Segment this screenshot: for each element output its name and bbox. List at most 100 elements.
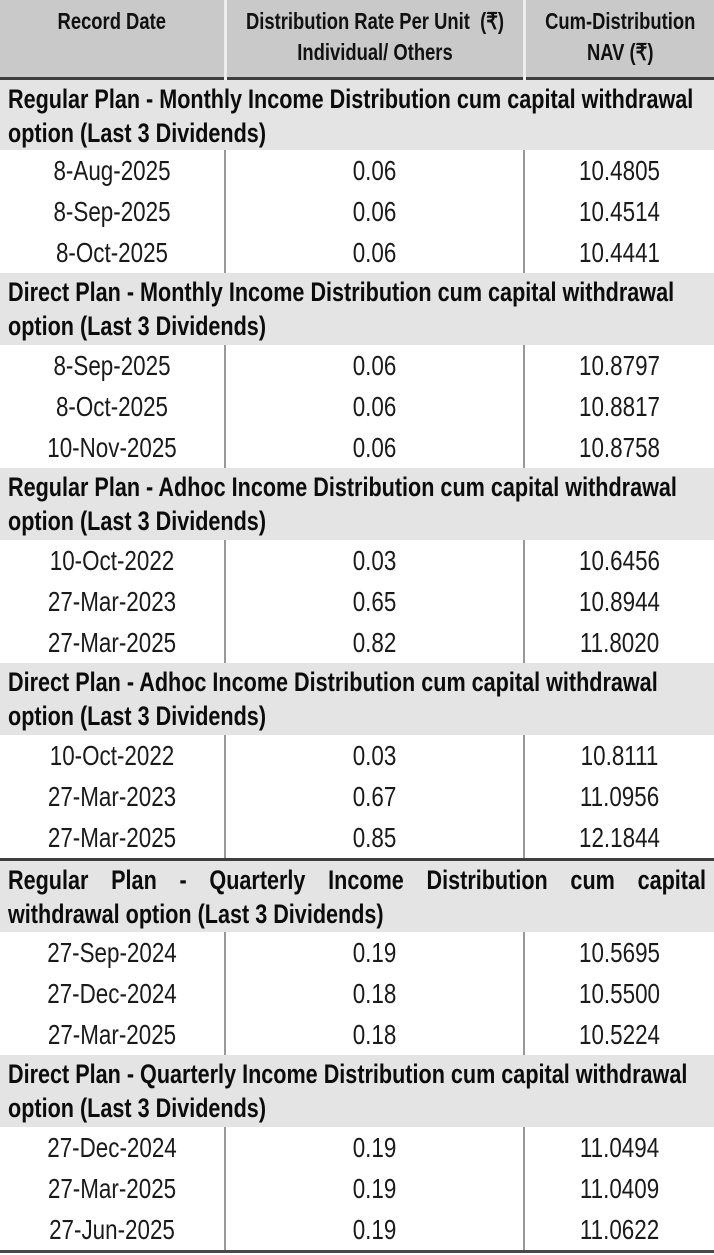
- header-cum-distribution-nav-label: Cum-Distribution NAV (₹): [544, 8, 695, 65]
- rate-cell: 0.65: [224, 581, 524, 622]
- nav-cell: 10.5224: [523, 1013, 714, 1055]
- section-title-text: Direct Plan - Quarterly Income Distribut…: [8, 1058, 688, 1123]
- record-date-value: 10-Oct-2022: [49, 740, 175, 771]
- table-row: 8-Aug-2025 0.06 10.4805: [0, 150, 714, 191]
- record-date-cell: 8-Sep-2025: [0, 191, 225, 232]
- nav-cell: 10.6456: [523, 540, 714, 581]
- rate-cell: 0.06: [224, 232, 524, 273]
- section-title-regular-monthly: Regular Plan - Monthly Income Distributi…: [0, 78, 714, 150]
- nav-cell: 10.8817: [523, 386, 714, 427]
- record-date-value: 8-Sep-2025: [53, 196, 171, 227]
- record-date-value: 8-Aug-2025: [53, 155, 171, 186]
- record-date-cell: 27-Mar-2025: [0, 1168, 225, 1209]
- nav-cell: 10.4514: [523, 191, 714, 232]
- record-date-value: 27-Dec-2024: [47, 1131, 177, 1163]
- section-title-direct-monthly: Direct Plan - Monthly Income Distributio…: [0, 273, 714, 345]
- rate-cell: 0.06: [224, 150, 524, 191]
- section-header-row: Direct Plan - Monthly Income Distributio…: [0, 273, 714, 345]
- rate-value: 0.06: [352, 155, 397, 186]
- table-row: 27-Mar-2025 0.85 12.1844: [0, 817, 714, 860]
- rate-value: 0.03: [352, 545, 397, 576]
- nav-value: 11.8020: [579, 627, 660, 658]
- nav-cell: 10.8758: [523, 427, 714, 468]
- record-date-cell: 8-Sep-2025: [0, 345, 225, 386]
- section-title-regular-adhoc: Regular Plan - Adhoc Income Distribution…: [0, 468, 714, 540]
- rate-value: 0.19: [352, 1213, 397, 1245]
- table-row: 10-Oct-2022 0.03 10.6456: [0, 540, 714, 581]
- nav-cell: 10.4805: [523, 150, 714, 191]
- record-date-value: 27-Sep-2024: [47, 936, 177, 968]
- nav-value: 10.4805: [579, 155, 660, 186]
- record-date-value: 27-Mar-2025: [47, 1172, 177, 1204]
- table-row: 27-Mar-2025 0.18 10.5224: [0, 1013, 714, 1055]
- section-title-regular-quarterly: Regular Plan - Quarterly Income Distribu…: [0, 858, 714, 932]
- record-date-value: 27-Dec-2024: [47, 977, 177, 1009]
- table-row: 10-Nov-2025 0.06 10.8758: [0, 427, 714, 468]
- section-header-row: Direct Plan - Adhoc Income Distribution …: [0, 663, 714, 735]
- nav-cell: 10.8111: [523, 735, 714, 776]
- rate-cell: 0.03: [224, 540, 524, 581]
- rate-cell: 0.67: [224, 776, 524, 817]
- section-header-row: Regular Plan - Monthly Income Distributi…: [0, 78, 714, 150]
- header-record-date-label: Record Date: [57, 8, 166, 34]
- rate-value: 0.06: [352, 237, 397, 268]
- record-date-cell: 27-Jun-2025: [0, 1209, 225, 1252]
- table-row: 27-Mar-2023 0.67 11.0956: [0, 776, 714, 817]
- table-row: 10-Oct-2022 0.03 10.8111: [0, 735, 714, 776]
- record-date-cell: 10-Oct-2022: [0, 540, 225, 581]
- nav-cell: 11.0956: [523, 776, 714, 817]
- header-distribution-rate-line2: Individual/ Others: [296, 39, 453, 65]
- record-date-cell: 8-Oct-2025: [0, 386, 225, 427]
- rate-cell: 0.19: [224, 1126, 524, 1168]
- rate-cell: 0.06: [224, 345, 524, 386]
- rate-cell: 0.18: [224, 1013, 524, 1055]
- record-date-cell: 8-Aug-2025: [0, 150, 225, 191]
- header-distribution-rate-line1: Distribution Rate Per Unit (₹): [245, 8, 504, 34]
- table-row: 27-Sep-2024 0.19 10.5695: [0, 931, 714, 973]
- table-row: 27-Mar-2025 0.82 11.8020: [0, 622, 714, 663]
- record-date-value: 27-Mar-2025: [47, 822, 177, 853]
- rate-value: 0.19: [352, 936, 397, 968]
- rate-value: 0.03: [352, 740, 397, 771]
- nav-value: 11.0622: [579, 1213, 660, 1245]
- table-row: 27-Mar-2023 0.65 10.8944: [0, 581, 714, 622]
- record-date-value: 27-Mar-2025: [47, 627, 177, 658]
- rate-value: 0.18: [352, 1018, 397, 1050]
- record-date-value: 27-Mar-2023: [47, 586, 177, 617]
- rate-cell: 0.03: [224, 735, 524, 776]
- nav-value: 10.8797: [579, 350, 660, 381]
- rate-value: 0.19: [352, 1131, 397, 1163]
- rate-value: 0.06: [352, 432, 397, 463]
- rate-value: 0.85: [352, 822, 397, 853]
- record-date-value: 10-Nov-2025: [47, 432, 177, 463]
- rate-cell: 0.06: [224, 386, 524, 427]
- rate-cell: 0.85: [224, 817, 524, 860]
- record-date-value: 8-Oct-2025: [55, 391, 169, 422]
- rate-cell: 0.19: [224, 931, 524, 973]
- nav-cell: 10.5695: [523, 931, 714, 973]
- nav-value: 11.0494: [579, 1131, 660, 1163]
- nav-value: 10.4441: [579, 237, 660, 268]
- rate-value: 0.06: [352, 350, 397, 381]
- record-date-cell: 8-Oct-2025: [0, 232, 225, 273]
- nav-cell: 10.8944: [523, 581, 714, 622]
- record-date-cell: 27-Mar-2023: [0, 776, 225, 817]
- table-row: 8-Sep-2025 0.06 10.4514: [0, 191, 714, 232]
- nav-value: 10.5695: [579, 936, 660, 968]
- section-title-direct-quarterly: Direct Plan - Quarterly Income Distribut…: [0, 1054, 714, 1127]
- table-row: 27-Dec-2024 0.19 11.0494: [0, 1126, 714, 1168]
- nav-value: 10.5224: [579, 1018, 660, 1050]
- rate-cell: 0.19: [224, 1167, 524, 1209]
- table-row: 8-Oct-2025 0.06 10.4441: [0, 232, 714, 273]
- rate-cell: 0.06: [224, 427, 524, 468]
- nav-cell: 11.0409: [523, 1167, 714, 1209]
- record-date-cell: 27-Mar-2025: [0, 1014, 225, 1055]
- nav-cell: 10.4441: [523, 232, 714, 273]
- record-date-cell: 27-Dec-2024: [0, 1127, 225, 1168]
- rate-cell: 0.18: [224, 972, 524, 1014]
- record-date-value: 27-Mar-2023: [47, 781, 177, 812]
- header-distribution-rate: Distribution Rate Per Unit (₹) Individua…: [223, 0, 524, 78]
- table-row: 27-Dec-2024 0.18 10.5500: [0, 972, 714, 1014]
- record-date-value: 8-Oct-2025: [55, 237, 169, 268]
